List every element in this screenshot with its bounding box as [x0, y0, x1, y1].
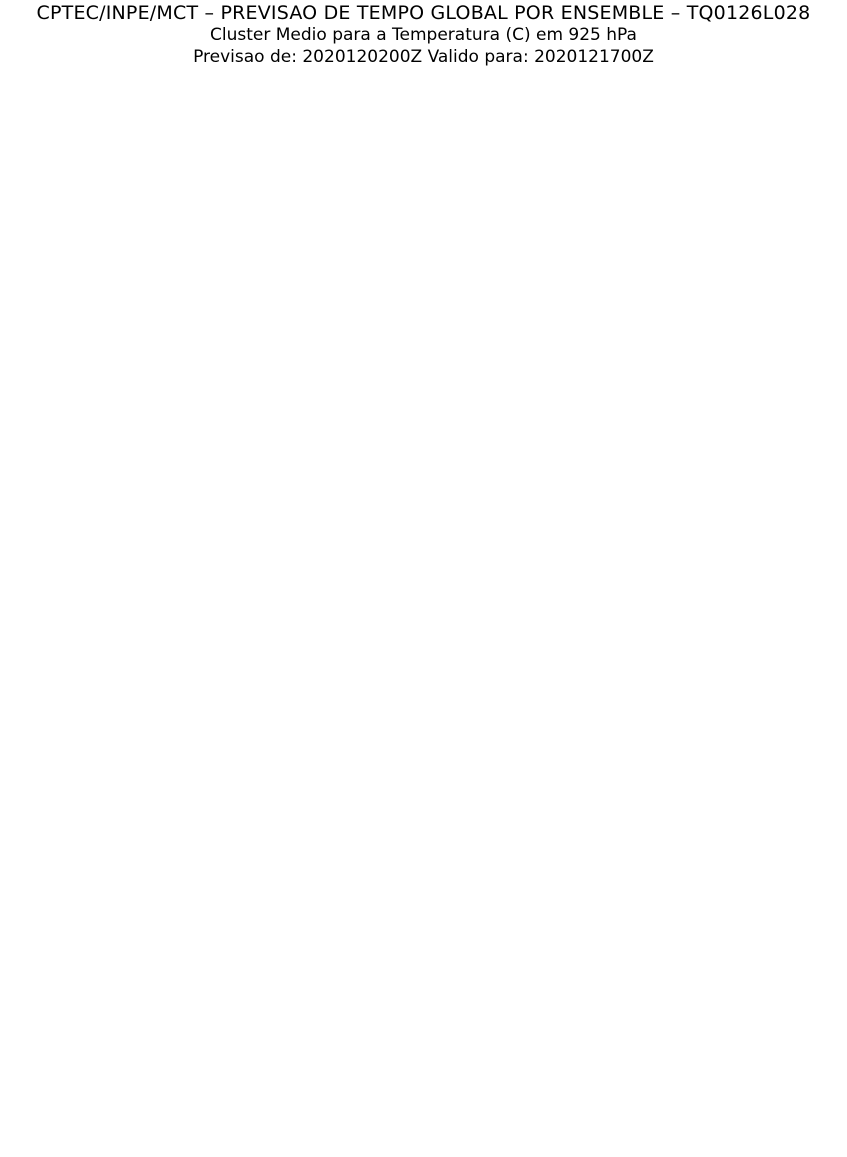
panel-grid [0, 68, 847, 1143]
page-header: CPTEC/INPE/MCT – PREVISAO DE TEMPO GLOBA… [0, 0, 847, 68]
header-title-line2: Cluster Medio para a Temperatura (C) em … [210, 25, 637, 45]
header-title-line1: CPTEC/INPE/MCT – PREVISAO DE TEMPO GLOBA… [36, 2, 811, 24]
header-title-line3: Previsao de: 2020120200Z Valido para: 20… [193, 47, 654, 67]
